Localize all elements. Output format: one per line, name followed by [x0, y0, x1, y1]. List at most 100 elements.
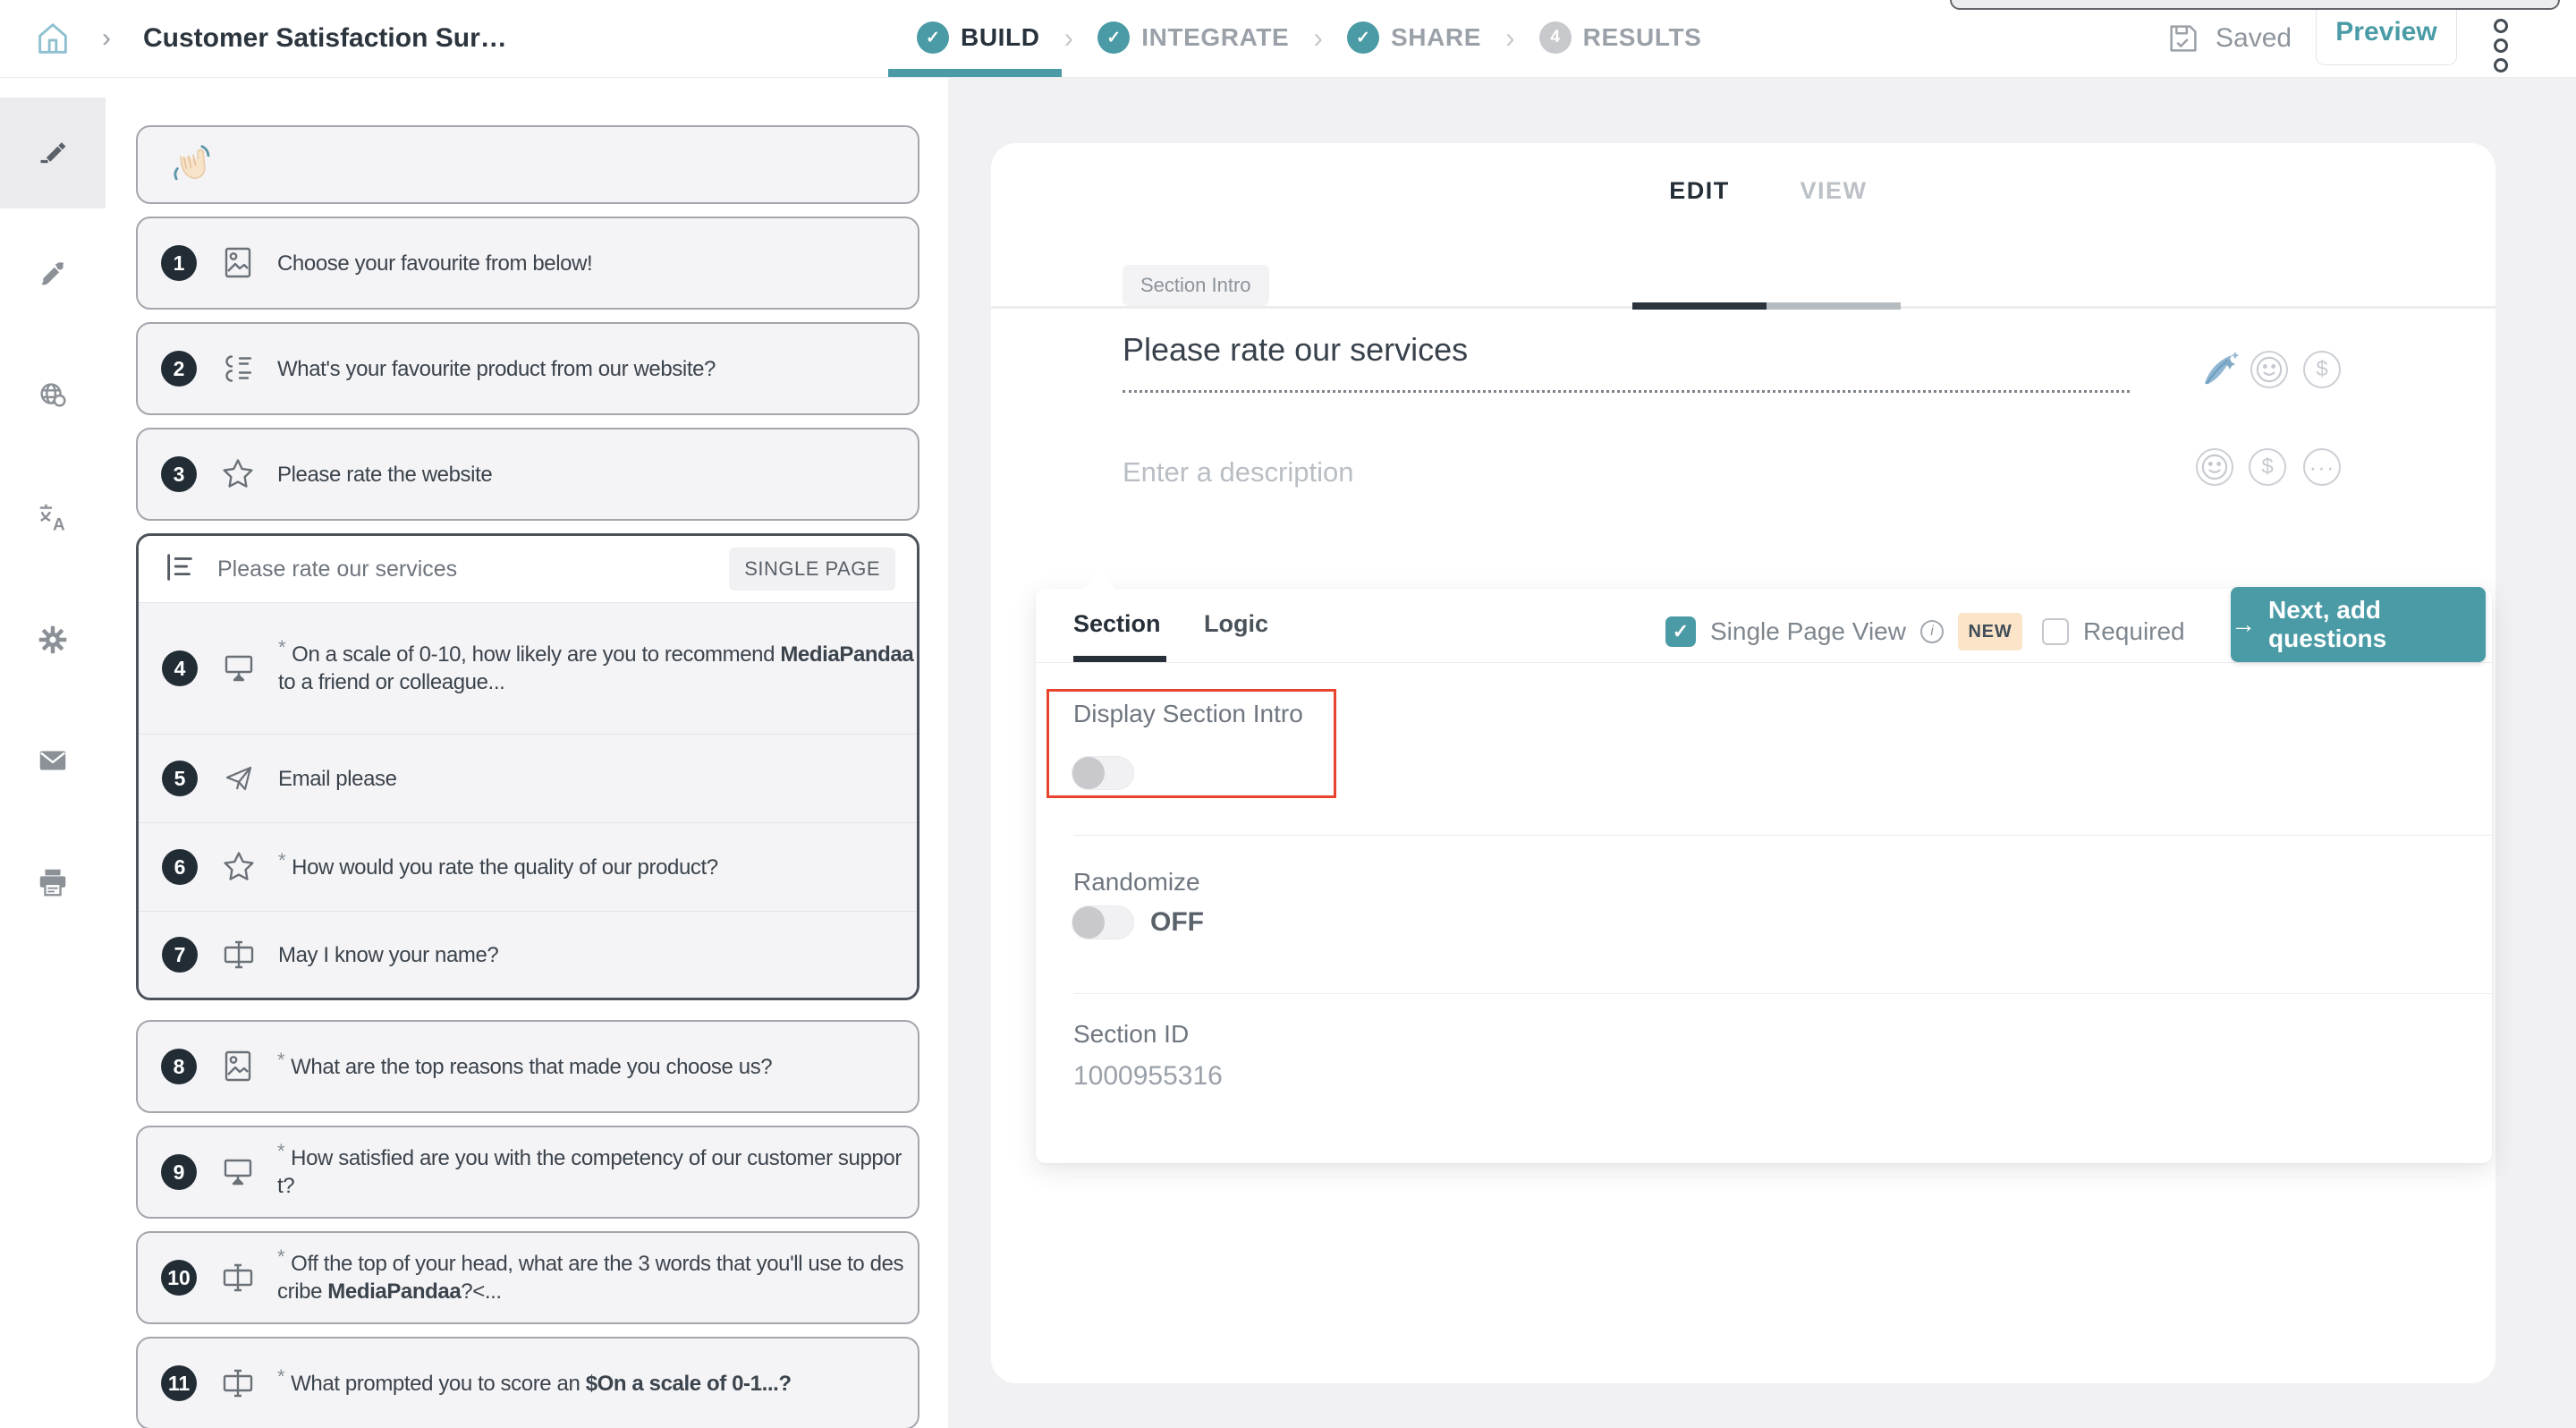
welcome-card[interactable]: [136, 125, 919, 204]
breadcrumb-chevron-icon: ›: [102, 23, 111, 53]
single-page-view-row: ✓ Single Page View i NEW: [1665, 612, 2022, 651]
question-card-8[interactable]: 8 * What are the top reasons that made you…: [136, 1020, 919, 1113]
question-card-9[interactable]: 9 * How satisfied are you with the compete…: [136, 1126, 919, 1219]
section-tab-underline: [1073, 656, 1166, 662]
divider: [1036, 662, 2492, 663]
edit-tab-underline: [1632, 302, 1767, 310]
section-group-header[interactable]: Please rate our services SINGLE PAGE: [139, 536, 917, 602]
step-separator-icon: ›: [1063, 21, 1074, 54]
left-icon-rail: A: [0, 77, 106, 1428]
ai-rephrase-icon[interactable]: [2198, 348, 2241, 391]
question-text: * What are the top reasons that made you …: [277, 1048, 773, 1079]
question-list-panel: 1 Choose your favourite from below! 2 What'…: [106, 77, 948, 1428]
sidebar-item-print[interactable]: [0, 829, 106, 939]
save-icon: [2170, 25, 2197, 52]
more-icon[interactable]: ···: [2303, 448, 2341, 486]
section-description-input[interactable]: Enter a description: [1123, 456, 1354, 488]
question-number-badge: 7: [162, 937, 198, 973]
divider: [1073, 993, 2492, 994]
saved-label: Saved: [2216, 23, 2292, 53]
question-number-badge: 10: [161, 1260, 197, 1296]
question-card-2[interactable]: 2 What's your favourite product from our …: [136, 322, 919, 415]
step-label: INTEGRATE: [1141, 23, 1290, 51]
printer-icon: [36, 865, 70, 904]
step-label: SHARE: [1390, 23, 1481, 51]
gear-icon: [37, 624, 69, 660]
required-asterisk: *: [277, 1140, 285, 1162]
image-icon: [218, 1048, 258, 1085]
question-card-1[interactable]: 1 Choose your favourite from below!: [136, 217, 919, 310]
new-badge: NEW: [1957, 613, 2022, 650]
question-card-10[interactable]: 10 * Off the top of your head, what are th…: [136, 1231, 919, 1324]
sidebar-item-edit[interactable]: [0, 98, 106, 208]
arrow-right-icon: →: [2231, 610, 2256, 638]
section-id-value: 1000955316: [1073, 1061, 1223, 1091]
single-page-view-checkbox[interactable]: ✓: [1665, 616, 1696, 647]
tab-section[interactable]: Section: [1073, 610, 1161, 637]
paintbrush-icon: [37, 258, 69, 294]
section-settings-card: Section Logic ✓ Single Page View i NEW R…: [1036, 572, 2492, 1163]
question-card-3[interactable]: 3 Please rate the website: [136, 428, 919, 521]
question-text: * On a scale of 0-10, how likely are you …: [278, 636, 914, 694]
info-icon[interactable]: i: [1919, 620, 1944, 643]
survey-title-breadcrumb: Customer Satisfaction Sur…: [143, 23, 507, 53]
more-options-kebab-icon[interactable]: [2494, 19, 2508, 72]
question-card-6[interactable]: 6 * How would you rate the quality of our …: [139, 822, 917, 911]
home-icon[interactable]: [32, 18, 73, 59]
section-intro-chip: Section Intro: [1123, 265, 1269, 306]
question-card-5[interactable]: 5 Email please: [139, 734, 917, 822]
sidebar-item-translate[interactable]: A: [0, 463, 106, 574]
question-text: May I know your name?: [278, 942, 499, 967]
annotation-highlight-box: [1046, 689, 1336, 798]
text-input-icon: [218, 1259, 258, 1296]
view-tab-underline: [1767, 302, 1901, 310]
star-rating-icon: [218, 455, 258, 493]
randomize-toggle[interactable]: [1072, 905, 1134, 939]
step-build[interactable]: ✓ BUILD: [917, 21, 1040, 54]
step-label: BUILD: [961, 23, 1040, 51]
required-asterisk: *: [277, 1364, 285, 1388]
check-circle-icon: ✓: [917, 21, 949, 54]
single-page-badge: SINGLE PAGE: [729, 548, 895, 591]
question-number-badge: 4: [162, 650, 198, 686]
section-editor-card: EDIT VIEW Section Intro Please rate our …: [991, 143, 2496, 1383]
required-checkbox[interactable]: [2042, 618, 2069, 645]
sidebar-item-email[interactable]: [0, 707, 106, 818]
star-rating-icon: [219, 848, 258, 886]
question-number-badge: 11: [161, 1365, 197, 1401]
emoji-icon[interactable]: [2250, 351, 2288, 388]
question-text: * How would you rate the quality of our p…: [278, 848, 718, 880]
section-group-card[interactable]: Please rate our services SINGLE PAGE 4 * On …: [136, 533, 919, 1000]
next-add-questions-button[interactable]: → Next, add questions: [2231, 587, 2486, 662]
required-label: Required: [2083, 617, 2185, 645]
question-text: Please rate the website: [277, 462, 493, 487]
sidebar-item-settings[interactable]: [0, 586, 106, 697]
question-card-4[interactable]: 4 * On a scale of 0-10, how likely are you…: [139, 602, 917, 734]
pencil-icon: [37, 135, 69, 172]
sidebar-item-theme[interactable]: [0, 220, 106, 331]
step-share[interactable]: ✓ SHARE: [1346, 21, 1481, 54]
question-text: * How satisfied are you with the competen…: [277, 1140, 902, 1198]
step-number-circle: 4: [1538, 21, 1572, 54]
tab-edit[interactable]: EDIT: [1669, 177, 1730, 204]
sidebar-item-language[interactable]: [0, 342, 106, 453]
question-number-badge: 6: [162, 849, 198, 885]
section-title-input[interactable]: Please rate our services: [1123, 331, 2130, 393]
required-asterisk: *: [277, 1048, 285, 1071]
tab-view[interactable]: VIEW: [1800, 177, 1868, 204]
emoji-icon[interactable]: [2196, 448, 2233, 486]
text-input-icon: [218, 1364, 258, 1402]
tab-logic[interactable]: Logic: [1204, 610, 1268, 637]
variable-icon[interactable]: $: [2249, 448, 2286, 486]
step-results[interactable]: 4 RESULTS: [1538, 21, 1702, 54]
question-card-7[interactable]: 7 May I know your name?: [139, 911, 917, 998]
variable-icon[interactable]: $: [2303, 351, 2341, 388]
save-status: Saved: [2165, 0, 2292, 77]
step-separator-icon: ›: [1504, 21, 1515, 54]
question-text: Choose your favourite from below!: [277, 251, 593, 276]
question-number-badge: 9: [161, 1154, 197, 1190]
preview-button[interactable]: Preview: [2316, 0, 2457, 65]
step-integrate[interactable]: ✓ INTEGRATE: [1097, 21, 1289, 54]
question-card-11[interactable]: 11 * What prompted you to score an $On a s…: [136, 1337, 919, 1428]
display-section-intro-toggle[interactable]: [1072, 756, 1134, 790]
